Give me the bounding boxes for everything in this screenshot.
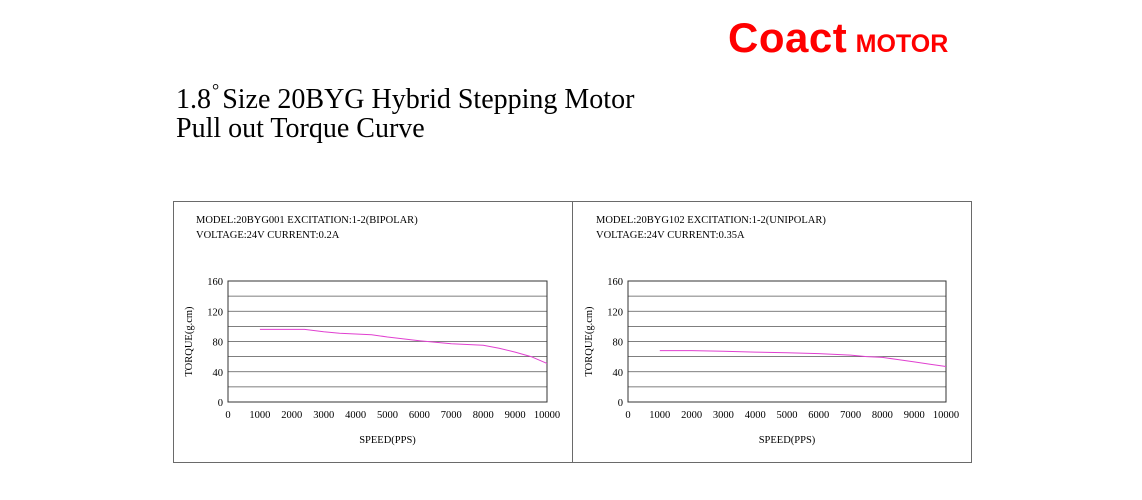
x-tick-label: 3000 xyxy=(713,410,734,421)
x-tick-label: 6000 xyxy=(409,410,430,421)
y-tick-label: 40 xyxy=(613,368,624,379)
torque-curve xyxy=(259,328,548,364)
x-tick-label: 10000 xyxy=(933,410,959,421)
page-subtitle: Pull out Torque Curve xyxy=(176,113,425,144)
x-tick-label: 5000 xyxy=(777,410,798,421)
spec-line-model: MODEL:20BYG102 EXCITATION:1-2(UNIPOLAR) xyxy=(596,215,826,226)
x-tick-label: 7000 xyxy=(441,410,462,421)
torque-curve xyxy=(659,350,947,367)
y-tick-label: 80 xyxy=(613,338,624,349)
chart-divider xyxy=(572,201,573,463)
x-tick-label: 8000 xyxy=(872,410,893,421)
title-angle: 1.8 xyxy=(176,84,211,115)
x-tick-label: 4000 xyxy=(345,410,366,421)
brand-name: Coact xyxy=(728,14,848,61)
x-axis-label: SPEED(PPS) xyxy=(359,435,416,446)
spec-line-model: MODEL:20BYG001 EXCITATION:1-2(BIPOLAR) xyxy=(196,215,418,226)
x-tick-label: 5000 xyxy=(377,410,398,421)
y-tick-label: 120 xyxy=(207,307,223,318)
x-tick-label: 2000 xyxy=(281,410,302,421)
spec-line-voltage: VOLTAGE:24V CURRENT:0.2A xyxy=(196,230,340,241)
y-axis-label: TORQUE(g.cm) xyxy=(184,306,195,377)
y-axis-label: TORQUE(g.cm) xyxy=(584,306,595,377)
x-tick-label: 8000 xyxy=(473,410,494,421)
x-tick-label: 1000 xyxy=(249,410,270,421)
x-tick-label: 9000 xyxy=(904,410,925,421)
page-title: 1.8° Size 20BYG Hybrid Stepping Motor xyxy=(176,81,634,114)
x-tick-label: 0 xyxy=(225,410,230,421)
y-tick-label: 160 xyxy=(207,277,223,288)
x-tick-label: 9000 xyxy=(505,410,526,421)
x-tick-label: 3000 xyxy=(313,410,334,421)
x-tick-label: 10000 xyxy=(534,410,560,421)
plot-area xyxy=(627,280,947,403)
x-axis-label: SPEED(PPS) xyxy=(759,435,816,446)
x-tick-label: 4000 xyxy=(745,410,766,421)
y-tick-label: 80 xyxy=(213,338,224,349)
y-tick-label: 40 xyxy=(213,368,224,379)
plot-area xyxy=(227,280,548,403)
x-tick-label: 1000 xyxy=(649,410,670,421)
title-product: Size 20BYG Hybrid Stepping Motor xyxy=(222,84,635,115)
x-tick-label: 0 xyxy=(625,410,630,421)
x-tick-label: 2000 xyxy=(681,410,702,421)
brand-suffix: MOTOR xyxy=(855,30,949,58)
y-tick-label: 0 xyxy=(218,398,223,409)
spec-line-voltage: VOLTAGE:24V CURRENT:0.35A xyxy=(596,230,745,241)
y-tick-label: 160 xyxy=(607,277,623,288)
y-tick-label: 0 xyxy=(618,398,623,409)
x-tick-label: 6000 xyxy=(808,410,829,421)
brand-logo: Coact MOTOR xyxy=(728,14,948,62)
degree-symbol: ° xyxy=(212,80,220,100)
x-tick-label: 7000 xyxy=(840,410,861,421)
y-tick-label: 120 xyxy=(607,307,623,318)
